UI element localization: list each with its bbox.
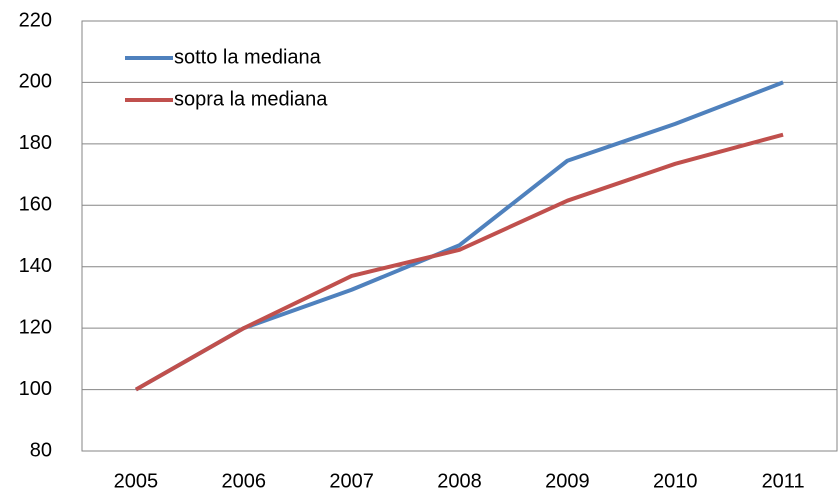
series-line	[134, 132, 784, 392]
legend-label: sotto la mediana	[174, 46, 322, 68]
y-tick-label: 120	[19, 316, 52, 338]
x-tick-label: 2010	[653, 470, 698, 492]
x-tick-label: 2005	[114, 470, 159, 492]
y-tick-label: 100	[19, 378, 52, 400]
x-tick-label: 2011	[762, 470, 805, 492]
y-tick-label: 180	[19, 132, 52, 154]
y-tick-label: 140	[19, 255, 52, 277]
y-tick-label: 80	[30, 439, 52, 461]
legend-label: sopra la mediana	[174, 88, 328, 110]
x-tick-label: 2007	[329, 470, 374, 492]
x-tick-label: 2009	[545, 470, 590, 492]
y-tick-label: 200	[19, 71, 52, 93]
x-tick-label: 2006	[222, 470, 267, 492]
y-tick-label: 160	[19, 194, 52, 216]
series-line	[134, 80, 784, 392]
plot-border	[81, 20, 838, 452]
y-tick-label: 220	[19, 9, 52, 31]
x-tick-label: 2008	[437, 470, 482, 492]
